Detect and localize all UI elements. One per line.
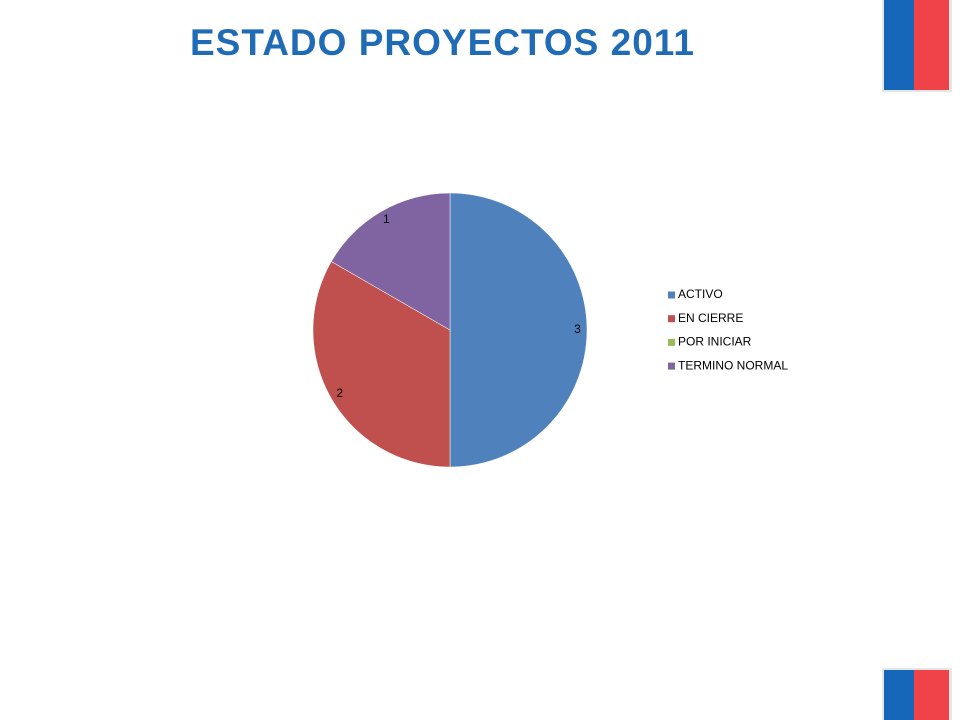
legend-swatch [668,338,675,346]
flag-top [882,0,952,92]
data-label: 1 [383,212,390,226]
legend-label: POR INICIAR [678,335,752,349]
legend-swatch [668,315,675,323]
legend-swatch [668,362,675,370]
legend-label: TERMINO NORMAL [678,358,788,372]
pie-slice [312,261,451,468]
legend-label: ACTIVO [678,287,723,301]
legend-label: EN CIERRE [678,311,743,325]
chart-title: ESTADO PROYECTOS 2011 [190,22,695,63]
flag-bottom [882,668,952,720]
data-label: 2 [336,386,343,400]
legend-swatch [668,291,675,299]
data-label: 3 [574,322,581,336]
pie-slice [449,192,588,468]
pie-slice [331,192,451,331]
